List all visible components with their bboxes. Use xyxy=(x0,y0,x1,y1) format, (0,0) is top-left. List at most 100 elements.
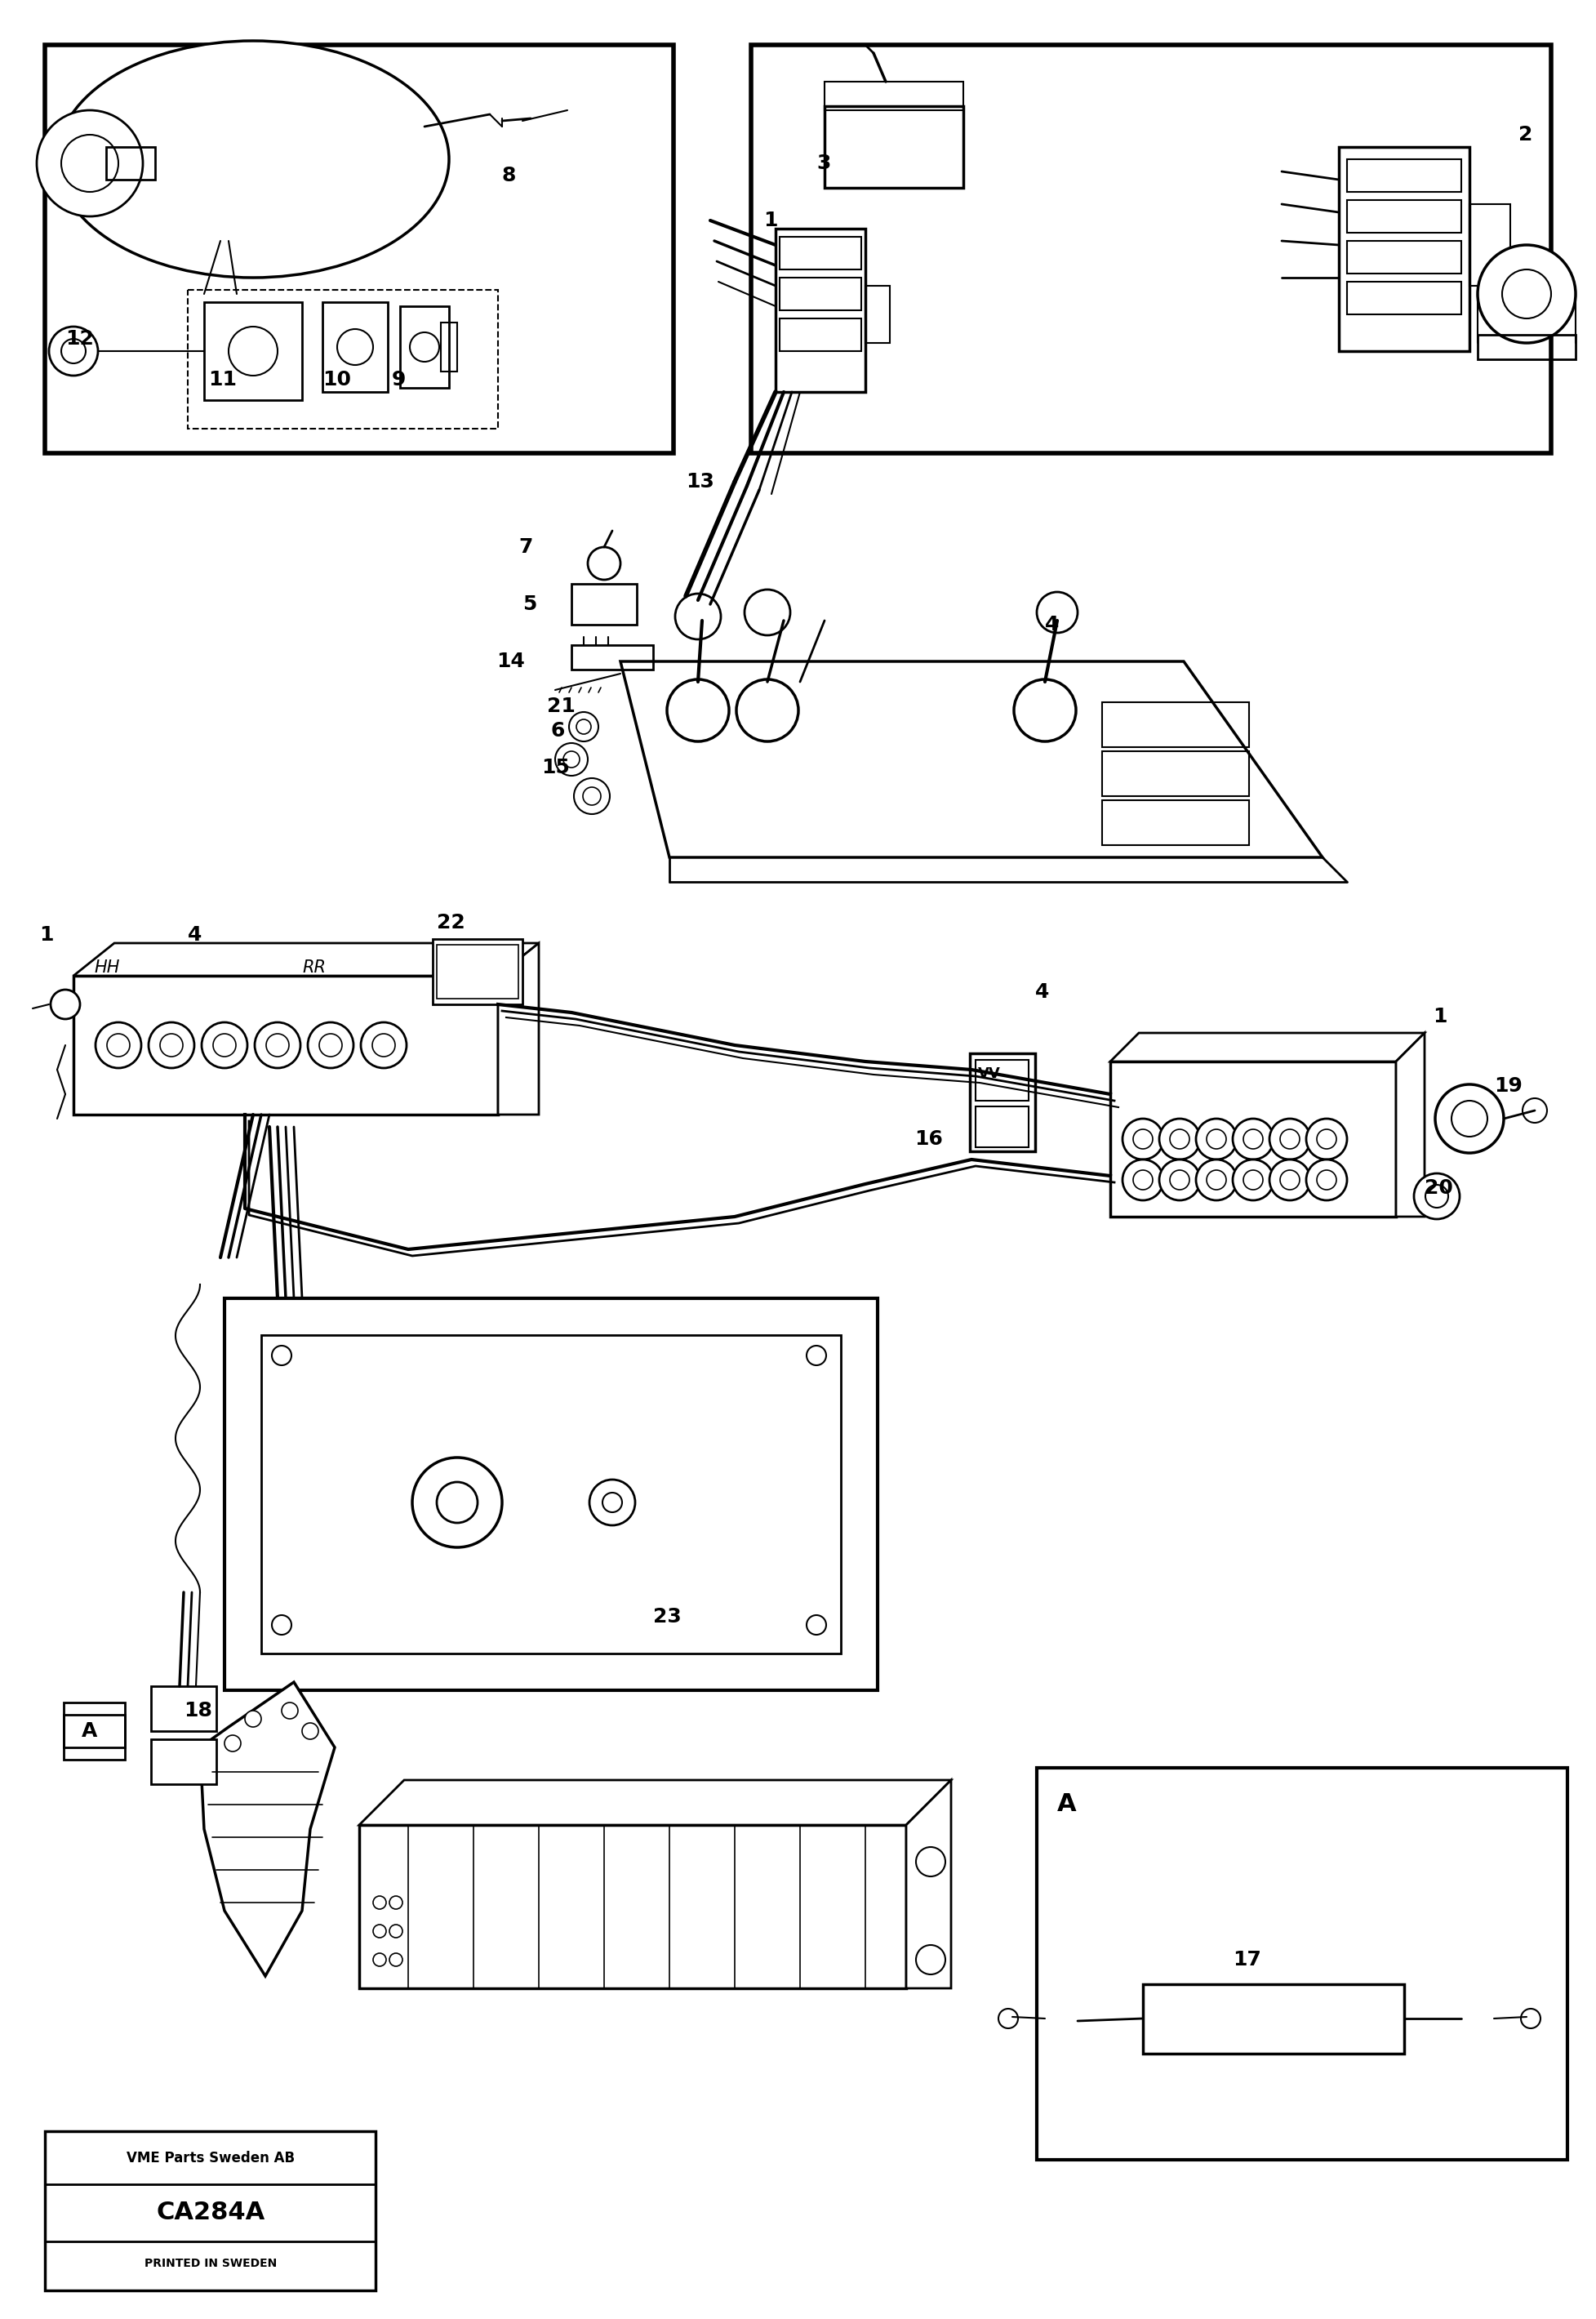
Bar xyxy=(433,939,522,1004)
Circle shape xyxy=(555,742,587,777)
Bar xyxy=(1103,751,1250,795)
Text: 6: 6 xyxy=(551,721,565,740)
Circle shape xyxy=(37,111,144,216)
Bar xyxy=(1347,160,1462,192)
Bar xyxy=(105,146,155,179)
Circle shape xyxy=(51,990,80,1018)
Circle shape xyxy=(1159,1160,1200,1201)
Bar xyxy=(825,107,964,188)
Circle shape xyxy=(1521,2008,1540,2029)
Circle shape xyxy=(61,135,118,192)
Circle shape xyxy=(1269,1160,1310,1201)
Text: 11: 11 xyxy=(207,371,236,390)
Bar xyxy=(1470,204,1510,285)
Bar xyxy=(970,1053,1036,1150)
Bar xyxy=(779,237,862,269)
Circle shape xyxy=(1122,1160,1163,1201)
Text: 15: 15 xyxy=(541,758,570,777)
Circle shape xyxy=(744,589,790,635)
Circle shape xyxy=(587,547,621,580)
Circle shape xyxy=(410,332,439,362)
Bar xyxy=(1103,800,1250,844)
Circle shape xyxy=(736,679,798,742)
Circle shape xyxy=(1232,1118,1274,1160)
Circle shape xyxy=(225,1735,241,1751)
Text: 4: 4 xyxy=(1036,983,1049,1002)
Circle shape xyxy=(667,679,729,742)
Circle shape xyxy=(302,1723,318,1739)
Circle shape xyxy=(999,2008,1018,2029)
Text: 13: 13 xyxy=(686,473,715,492)
Text: HH: HH xyxy=(94,960,120,976)
Bar xyxy=(45,2131,375,2291)
Circle shape xyxy=(806,1345,827,1366)
Text: PRINTED IN SWEDEN: PRINTED IN SWEDEN xyxy=(144,2259,276,2270)
Bar xyxy=(1111,1062,1396,1217)
Circle shape xyxy=(1159,1118,1200,1160)
Circle shape xyxy=(373,1953,386,1967)
Circle shape xyxy=(1306,1118,1347,1160)
Text: 19: 19 xyxy=(1494,1076,1523,1097)
Polygon shape xyxy=(621,661,1323,858)
Text: A: A xyxy=(1057,1793,1076,1816)
Circle shape xyxy=(1013,679,1076,742)
Circle shape xyxy=(1523,1099,1547,1122)
Circle shape xyxy=(1122,1118,1163,1160)
Text: 10: 10 xyxy=(322,371,351,390)
Text: 21: 21 xyxy=(547,696,576,717)
Circle shape xyxy=(916,1846,945,1876)
Circle shape xyxy=(1037,591,1077,633)
Bar xyxy=(779,278,862,311)
Text: VV: VV xyxy=(978,1067,1001,1081)
Circle shape xyxy=(806,1614,827,1635)
Bar xyxy=(1103,703,1250,747)
Text: RR: RR xyxy=(302,960,326,976)
Circle shape xyxy=(1502,269,1551,318)
Polygon shape xyxy=(200,1681,335,1976)
Circle shape xyxy=(361,1023,407,1069)
Bar xyxy=(1143,1985,1404,2055)
Circle shape xyxy=(1414,1173,1460,1220)
Circle shape xyxy=(589,1480,635,1526)
Circle shape xyxy=(96,1023,140,1069)
Polygon shape xyxy=(907,1781,951,1987)
Bar xyxy=(779,318,862,350)
Text: 14: 14 xyxy=(496,652,525,670)
Text: 18: 18 xyxy=(184,1700,212,1721)
Text: 22: 22 xyxy=(437,914,464,932)
Circle shape xyxy=(148,1023,195,1069)
Bar xyxy=(1347,199,1462,232)
Circle shape xyxy=(437,1482,477,1524)
Text: CA284A: CA284A xyxy=(156,2201,265,2224)
Circle shape xyxy=(61,339,86,364)
Bar xyxy=(865,285,891,343)
Circle shape xyxy=(1451,1102,1487,1136)
Circle shape xyxy=(576,719,591,735)
Circle shape xyxy=(1269,1118,1310,1160)
Ellipse shape xyxy=(57,42,448,278)
Text: 7: 7 xyxy=(519,538,533,557)
Text: A: A xyxy=(81,1721,97,1742)
Bar xyxy=(322,301,388,392)
Circle shape xyxy=(373,1897,386,1909)
Polygon shape xyxy=(1396,1032,1425,1217)
Bar xyxy=(401,306,448,387)
Circle shape xyxy=(1195,1160,1237,1201)
Text: 17: 17 xyxy=(1232,1950,1261,1969)
Bar xyxy=(1347,281,1462,315)
Circle shape xyxy=(1306,1160,1347,1201)
Circle shape xyxy=(1195,1118,1237,1160)
Circle shape xyxy=(49,327,97,376)
Circle shape xyxy=(1478,246,1575,343)
Text: 1: 1 xyxy=(40,925,54,944)
Text: 2: 2 xyxy=(1518,125,1532,144)
Bar xyxy=(359,1825,907,1987)
Circle shape xyxy=(373,1925,386,1939)
Circle shape xyxy=(228,327,278,376)
Text: 12: 12 xyxy=(65,329,94,348)
Bar xyxy=(45,44,674,452)
Bar xyxy=(437,944,519,999)
Text: 1: 1 xyxy=(1433,1006,1448,1027)
Circle shape xyxy=(1232,1160,1274,1201)
Text: 8: 8 xyxy=(503,165,516,186)
